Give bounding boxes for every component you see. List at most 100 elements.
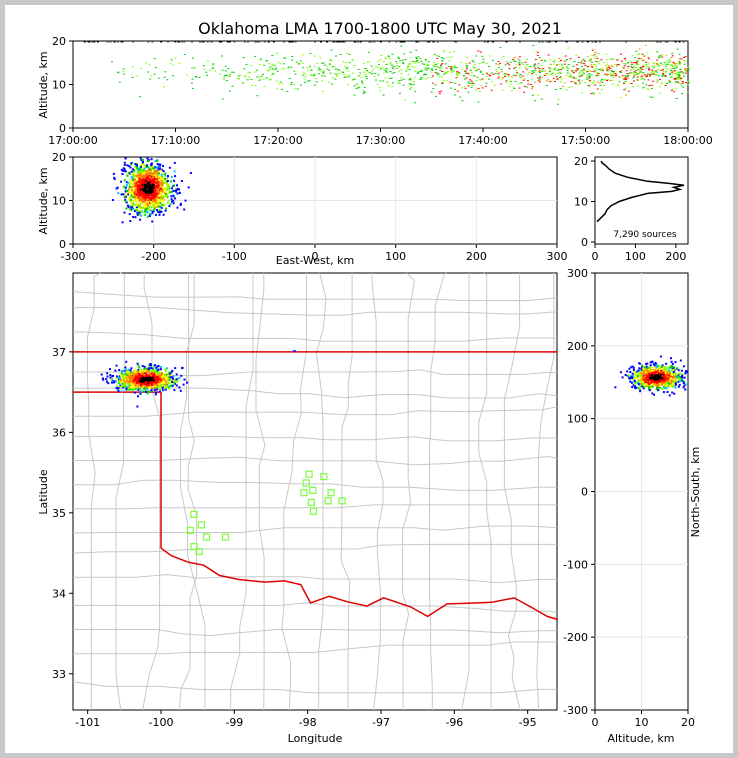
northsouth-source-point	[626, 370, 629, 373]
time-source-point	[463, 86, 466, 88]
northsouth-source-point	[653, 363, 655, 366]
plan-source-point	[127, 383, 130, 386]
time-source-point	[680, 85, 683, 87]
time-source-point	[360, 77, 363, 79]
time-source-point	[666, 68, 669, 70]
plan-view-sources	[100, 350, 296, 408]
time-source-point	[674, 41, 677, 43]
figure: Oklahoma LMA 1700-1800 UTC May 30, 2021 …	[5, 5, 733, 753]
northsouth-source-point	[681, 379, 684, 382]
time-source-point	[294, 73, 297, 75]
eastwest-source-point	[174, 197, 177, 200]
time-source-point	[613, 58, 615, 60]
eastwest-source-point	[134, 188, 137, 191]
time-source-point	[573, 61, 576, 63]
eastwest-source-point	[158, 179, 161, 181]
time-source-point	[284, 57, 287, 59]
time-source-point	[668, 64, 671, 66]
eastwest-source-point	[152, 196, 155, 198]
time-source-point	[668, 79, 671, 81]
plan-source-point	[171, 369, 174, 372]
time-source-point	[622, 63, 625, 65]
time-source-point	[623, 89, 626, 91]
eastwest-source-point	[162, 165, 165, 168]
time-source-point	[641, 53, 644, 55]
time-source-point	[400, 69, 403, 71]
time-source-point	[225, 74, 228, 76]
northsouth-source-point	[656, 373, 659, 376]
time-source-point	[271, 55, 274, 56]
county-line	[478, 272, 492, 710]
time-source-point	[398, 82, 401, 84]
time-source-point	[420, 60, 423, 62]
time-source-point	[606, 70, 609, 72]
plan-source-point	[175, 384, 178, 387]
time-source-point	[224, 65, 227, 67]
time-source-point	[319, 68, 322, 70]
eastwest-source-point	[140, 193, 143, 196]
time-source-point	[459, 96, 462, 98]
time-source-point	[589, 74, 592, 76]
time-source-point	[335, 73, 338, 75]
time-source-point	[644, 74, 646, 76]
time-source-point	[281, 88, 284, 90]
time-source-point	[578, 84, 581, 85]
time-source-point	[449, 81, 452, 83]
time-source-point	[594, 64, 597, 66]
time-source-point	[467, 73, 470, 75]
time-source-point	[269, 79, 272, 81]
plan-source-point	[123, 382, 126, 385]
time-source-point	[420, 71, 423, 72]
time-source-point	[552, 77, 555, 79]
eastwest-source-point	[131, 204, 134, 207]
time-source-point	[338, 41, 341, 43]
time-source-point	[420, 77, 423, 79]
time-source-point	[534, 81, 537, 83]
time-source-point	[637, 69, 640, 71]
time-source-point	[668, 62, 671, 63]
time-source-point	[441, 63, 444, 65]
time-source-point	[505, 73, 508, 75]
northsouth-source-point	[673, 369, 676, 372]
time-source-point	[263, 41, 266, 43]
time-source-point	[272, 64, 275, 66]
time-source-point	[419, 78, 422, 80]
plan-source-point	[146, 384, 149, 387]
time-source-point	[333, 41, 336, 43]
time-source-point	[508, 64, 511, 66]
time-source-point	[648, 85, 651, 86]
time-source-point	[566, 66, 568, 68]
time-source-point	[471, 72, 473, 74]
time-source-point	[570, 77, 573, 79]
time-source-point	[121, 41, 124, 43]
plan-source-point	[163, 383, 166, 386]
time-source-point	[650, 72, 653, 74]
time-source-point	[266, 69, 269, 71]
time-source-point	[471, 60, 474, 62]
plan-source-point	[140, 378, 143, 381]
eastwest-source-point	[179, 204, 182, 206]
eastwest-source-point	[143, 179, 146, 182]
county-line	[73, 641, 557, 655]
time-source-point	[614, 63, 617, 65]
time-source-point	[582, 58, 585, 60]
time-source-point	[212, 64, 215, 66]
plan-source-point	[132, 383, 135, 386]
northsouth-source-point	[641, 372, 644, 374]
plan-source-point	[169, 384, 172, 387]
eastwest-source-point	[153, 170, 156, 173]
time-source-point	[687, 69, 690, 71]
eastwest-source-point	[143, 201, 146, 204]
northsouth-source-point	[663, 384, 666, 387]
time-source-point	[163, 76, 166, 78]
eastwest-source-point	[140, 168, 143, 171]
northsouth-source-point	[646, 380, 648, 382]
time-source-point	[428, 41, 431, 43]
time-source-point	[362, 92, 365, 94]
time-source-point	[630, 69, 633, 71]
eastwest-source-point	[141, 181, 144, 184]
time-source-point	[343, 65, 346, 67]
eastwest-source-point	[157, 203, 160, 206]
eastwest-source-point	[152, 187, 155, 189]
eastwest-source-point	[125, 193, 128, 196]
